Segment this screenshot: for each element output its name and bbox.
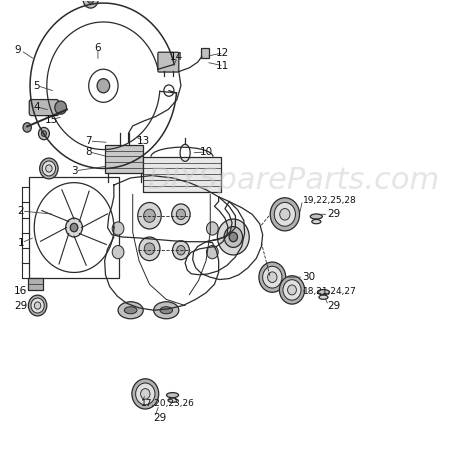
Text: 1: 1	[18, 237, 24, 248]
Circle shape	[139, 237, 160, 261]
Text: 8: 8	[85, 147, 92, 157]
Ellipse shape	[166, 392, 179, 398]
Circle shape	[112, 222, 124, 235]
Ellipse shape	[168, 398, 177, 402]
Circle shape	[138, 202, 161, 229]
Text: 7: 7	[85, 136, 92, 146]
Ellipse shape	[318, 290, 329, 295]
Ellipse shape	[118, 302, 143, 319]
Circle shape	[87, 0, 94, 3]
Ellipse shape	[319, 295, 328, 300]
Circle shape	[28, 295, 47, 316]
Circle shape	[224, 227, 243, 247]
Circle shape	[136, 383, 155, 405]
Ellipse shape	[310, 214, 322, 219]
Text: 30: 30	[302, 272, 316, 282]
Text: 5: 5	[33, 81, 40, 91]
Circle shape	[112, 246, 124, 259]
Ellipse shape	[160, 307, 173, 314]
Circle shape	[259, 262, 286, 292]
Circle shape	[279, 276, 305, 304]
Ellipse shape	[154, 302, 179, 319]
Ellipse shape	[312, 219, 321, 224]
Text: 2: 2	[18, 206, 24, 216]
Circle shape	[141, 389, 150, 399]
Bar	[201, 48, 209, 58]
Text: 16: 16	[14, 286, 27, 296]
Text: 10: 10	[200, 147, 213, 157]
Circle shape	[218, 219, 249, 255]
Text: 11: 11	[216, 61, 229, 71]
Circle shape	[207, 222, 218, 235]
Circle shape	[229, 232, 237, 242]
FancyBboxPatch shape	[29, 100, 59, 116]
Circle shape	[274, 202, 295, 226]
Text: 9: 9	[14, 46, 21, 55]
Text: 29: 29	[154, 412, 167, 422]
Text: 4: 4	[33, 102, 40, 112]
Text: 29: 29	[14, 301, 27, 310]
Circle shape	[66, 218, 82, 237]
Circle shape	[46, 165, 52, 172]
Circle shape	[263, 266, 282, 288]
Text: 29: 29	[328, 301, 341, 310]
Circle shape	[144, 209, 155, 222]
Circle shape	[207, 246, 218, 259]
Text: 15: 15	[45, 115, 58, 125]
Circle shape	[172, 204, 190, 225]
Text: 13: 13	[137, 136, 150, 146]
Bar	[28, 278, 43, 290]
Circle shape	[283, 280, 301, 300]
Circle shape	[144, 243, 155, 255]
Circle shape	[55, 101, 66, 114]
Text: 14: 14	[170, 53, 183, 63]
Bar	[143, 156, 221, 192]
Circle shape	[288, 285, 296, 295]
Circle shape	[280, 209, 290, 220]
Circle shape	[173, 241, 189, 260]
Circle shape	[23, 123, 31, 132]
Circle shape	[38, 128, 49, 140]
Text: 18,21,24,27: 18,21,24,27	[302, 287, 356, 296]
FancyBboxPatch shape	[158, 52, 179, 72]
Circle shape	[83, 0, 98, 8]
Text: DIYSpareParts.com: DIYSpareParts.com	[147, 166, 440, 195]
Text: 3: 3	[71, 166, 77, 176]
Circle shape	[31, 298, 44, 313]
Text: 19,22,25,28: 19,22,25,28	[302, 196, 356, 205]
Text: 6: 6	[94, 43, 100, 53]
Bar	[29, 177, 119, 278]
Circle shape	[70, 223, 78, 232]
Circle shape	[40, 158, 58, 179]
Circle shape	[41, 131, 46, 137]
Text: 12: 12	[216, 48, 229, 58]
Bar	[106, 145, 143, 173]
Text: 17,20,23,26: 17,20,23,26	[141, 399, 195, 408]
Circle shape	[34, 302, 41, 309]
Text: 29: 29	[328, 210, 341, 219]
Circle shape	[97, 79, 109, 93]
Circle shape	[176, 209, 185, 219]
Circle shape	[268, 272, 277, 283]
Ellipse shape	[124, 307, 137, 314]
Circle shape	[270, 198, 300, 231]
Circle shape	[132, 379, 159, 409]
Circle shape	[177, 246, 185, 255]
Circle shape	[42, 161, 55, 176]
